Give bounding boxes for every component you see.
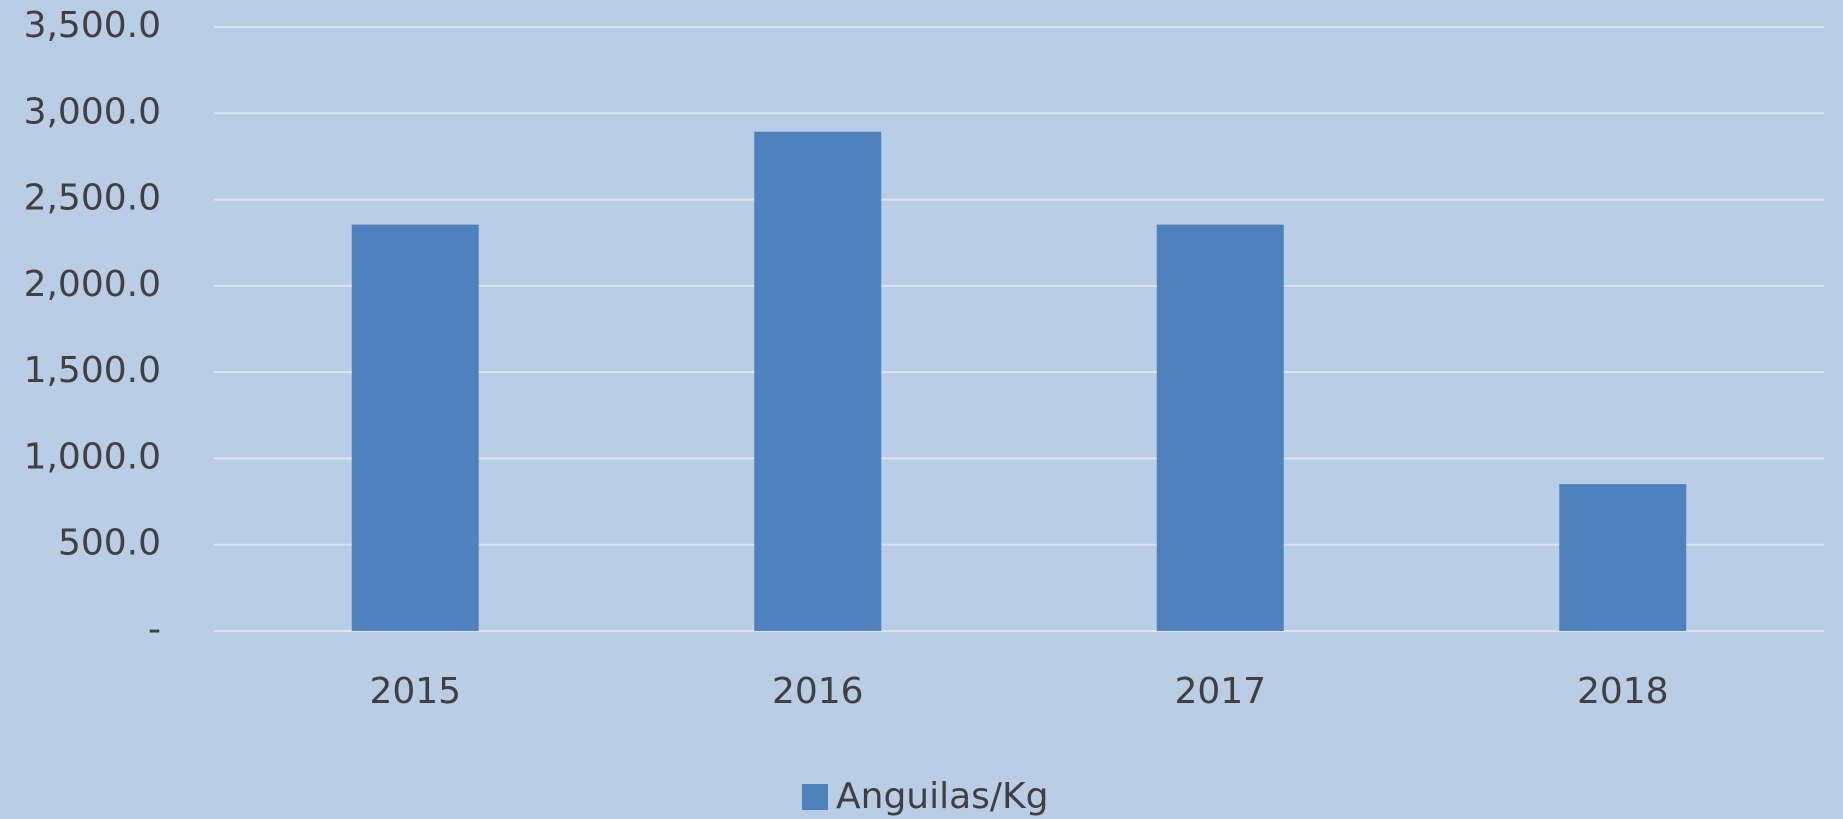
x-tick-label: 2016 — [772, 671, 864, 712]
y-tick-label: 3,000.0 — [24, 91, 161, 132]
bar — [1559, 484, 1687, 631]
x-tick-label: 2015 — [369, 671, 461, 712]
bar — [351, 224, 479, 631]
x-tick-label: 2018 — [1577, 671, 1669, 712]
bar — [754, 131, 882, 631]
y-tick-label: 2,000.0 — [24, 264, 161, 305]
y-tick-label: 500.0 — [58, 523, 161, 564]
y-tick-label: 1,000.0 — [24, 436, 161, 477]
legend-label: Anguilas/Kg — [836, 776, 1049, 817]
legend-swatch — [802, 784, 828, 810]
y-tick-label: 1,500.0 — [24, 350, 161, 391]
y-tick-label: - — [148, 609, 161, 650]
x-tick-label: 2017 — [1174, 671, 1266, 712]
bar — [1156, 224, 1284, 631]
y-tick-label: 3,500.0 — [24, 5, 161, 46]
y-tick-label: 2,500.0 — [24, 178, 161, 219]
